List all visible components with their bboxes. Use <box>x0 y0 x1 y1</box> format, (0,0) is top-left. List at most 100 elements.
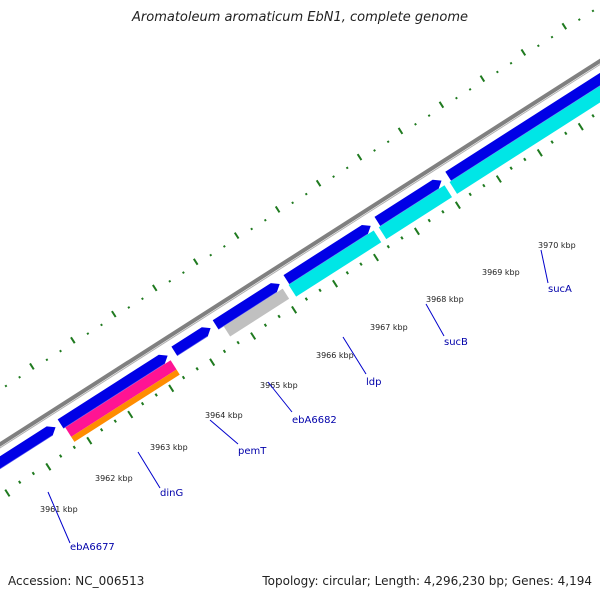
gene-label-ldp: ldp <box>366 377 381 388</box>
inner-tick <box>168 384 175 393</box>
cds-forward-3-shine <box>177 336 209 357</box>
cds-forward-1-shine <box>0 435 53 470</box>
inner-tick <box>372 253 379 262</box>
gene-label-line <box>425 303 445 337</box>
outer-tick <box>520 48 527 56</box>
cds-forward-4-shine <box>218 291 278 331</box>
gene-label-eba6677: ebA6677 <box>70 542 115 553</box>
gene-label-line <box>540 249 549 284</box>
inner-tick <box>550 140 554 144</box>
cds-forward-7 <box>445 72 600 181</box>
outer-tick <box>141 297 144 301</box>
inner-tick <box>222 349 227 354</box>
outer-tick <box>315 179 322 187</box>
inner-tick <box>591 114 595 118</box>
map-title: Aromatoleum aromaticum EbN1, complete ge… <box>132 10 468 25</box>
inner-tick <box>427 218 431 223</box>
outer-tick <box>509 61 513 65</box>
outer-tick <box>356 153 363 161</box>
inner-tick <box>345 271 349 275</box>
inner-tick <box>154 393 158 397</box>
scale-tick-label: 3967 kbp <box>370 323 408 332</box>
outer-tick <box>479 75 486 83</box>
scale-tick-label: 3963 kbp <box>150 443 188 452</box>
gene-label-pemt: pemT <box>238 446 267 457</box>
outer-tick <box>18 375 21 379</box>
cds-reverse-1 <box>288 230 382 297</box>
outer-tick <box>427 114 431 117</box>
inner-tick <box>209 358 216 367</box>
inner-tick <box>386 244 390 249</box>
inner-tick <box>277 314 281 319</box>
outer-tick <box>45 358 49 362</box>
inner-tick <box>86 436 93 445</box>
outer-tick <box>291 201 294 205</box>
inner-tick <box>127 410 134 419</box>
inner-tick <box>181 375 186 380</box>
backbone-highlight <box>0 63 600 449</box>
inner-tick <box>454 201 461 210</box>
outer-tick <box>496 70 499 74</box>
feature-magenta <box>65 360 177 437</box>
feature-orange <box>71 369 180 442</box>
inner-tick <box>4 489 11 497</box>
outer-tick <box>152 284 158 292</box>
outer-tick-ring <box>4 9 595 388</box>
outer-tick <box>209 253 213 257</box>
outer-tick <box>86 332 90 336</box>
outer-tick <box>100 323 103 327</box>
inner-tick <box>332 279 339 288</box>
scale-tick-label: 3970 kbp <box>538 241 576 250</box>
outer-tick <box>127 306 131 309</box>
accession-text: Accession: NC_006513 <box>8 574 145 588</box>
inner-tick <box>59 454 63 458</box>
outer-tick <box>577 18 581 22</box>
inner-tick <box>482 183 486 188</box>
outer-tick <box>386 140 390 144</box>
outer-tick <box>59 349 62 353</box>
cds-forward-4 <box>212 283 280 330</box>
outer-tick <box>192 258 199 266</box>
gene-label-line <box>267 381 293 413</box>
inner-tick <box>536 148 543 157</box>
inner-tick <box>304 297 309 301</box>
outer-tick <box>168 279 172 283</box>
tick-labels: 3961 kbp 3962 kbp 3963 kbp 3964 kbp 3965 kbp… <box>40 241 576 514</box>
gene-label-line <box>209 419 239 445</box>
inner-tick <box>413 227 420 236</box>
outer-tick <box>438 101 445 109</box>
inner-tick <box>31 471 36 476</box>
outer-tick <box>182 271 185 274</box>
scale-tick-label: 3968 kbp <box>426 295 464 304</box>
feature-layer <box>0 72 600 470</box>
inner-tick <box>18 480 22 484</box>
scale-tick-label: 3965 kbp <box>260 381 298 390</box>
outer-tick <box>274 205 281 213</box>
outer-tick <box>455 96 458 100</box>
scale-tick-label: 3966 kbp <box>316 351 354 360</box>
gene-label-line <box>342 336 367 375</box>
outer-tick <box>591 9 595 13</box>
inner-tick <box>564 131 568 136</box>
inner-tick <box>291 305 298 314</box>
backbone-line <box>0 58 600 447</box>
inner-tick <box>400 236 404 240</box>
outer-tick <box>222 245 226 248</box>
inner-tick <box>113 419 117 423</box>
outer-tick <box>468 88 472 91</box>
outer-tick <box>250 227 254 231</box>
inner-tick <box>236 340 240 345</box>
inner-tick <box>140 401 145 406</box>
outer-tick <box>111 310 117 318</box>
gene-label-ding: dinG <box>160 488 183 499</box>
cds-forward-2 <box>57 354 168 429</box>
gene-label-eba6682: ebA6682 <box>292 415 337 426</box>
outer-tick <box>4 384 8 388</box>
gene-labels: ebA6677 dinG pemT ebA6682 ldp sucB sucA <box>47 249 572 553</box>
inner-tick <box>577 122 584 131</box>
genome-summary-text: Topology: circular; Length: 4,296,230 bp… <box>262 574 592 588</box>
cds-reverse-3 <box>449 85 600 194</box>
cds-forward-1 <box>0 426 56 470</box>
inner-tick <box>318 288 322 293</box>
